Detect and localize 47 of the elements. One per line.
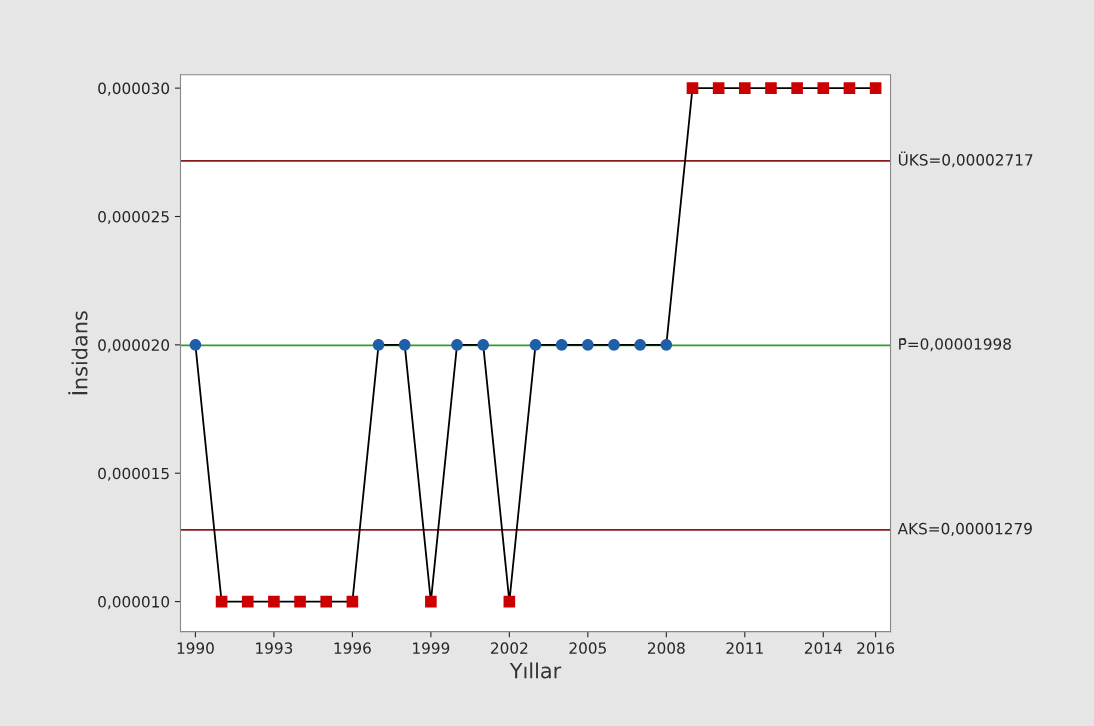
x-tick-label: 1996 xyxy=(334,642,371,654)
x-tick-label: 2008 xyxy=(648,642,685,654)
y-tick-label: 0,000030 xyxy=(98,82,170,96)
point xyxy=(425,595,437,608)
ref-line-label: P̄=0,00001998 xyxy=(899,338,1011,352)
point xyxy=(843,82,856,94)
y-tick-label: 0,000020 xyxy=(98,339,170,353)
point xyxy=(503,595,516,608)
x-tick-label: 2014 xyxy=(804,642,842,654)
x-tick-label: 2002 xyxy=(491,642,528,654)
y-tick-label: 0,000010 xyxy=(98,596,170,610)
point xyxy=(765,82,777,94)
point xyxy=(660,339,673,351)
point xyxy=(398,339,411,351)
ref-line-label: ÜKS=0,00002717 xyxy=(898,151,1033,168)
x-tick-label: 2005 xyxy=(569,642,606,654)
y-axis-title: İnsidans xyxy=(68,311,88,395)
x-tick-label: 1999 xyxy=(413,642,450,654)
point xyxy=(555,339,568,351)
point xyxy=(817,82,830,94)
point xyxy=(582,339,594,351)
point xyxy=(320,595,333,608)
point xyxy=(634,339,646,351)
x-axis-title: Yıllar xyxy=(509,662,562,679)
point xyxy=(189,339,202,351)
x-tick-label: 2016 xyxy=(857,642,895,654)
point xyxy=(268,595,280,608)
point xyxy=(608,339,620,351)
point xyxy=(477,339,489,351)
y-tick-label: 0,000025 xyxy=(98,210,169,225)
ref-line-label: AKS=0,00001279 xyxy=(897,522,1032,536)
x-tick-label: 1993 xyxy=(256,642,293,654)
y-tick-label: 0,000015 xyxy=(98,467,169,481)
point xyxy=(294,595,306,608)
point xyxy=(346,595,359,608)
point xyxy=(241,595,254,608)
point xyxy=(738,82,751,94)
point xyxy=(451,339,463,351)
point xyxy=(372,339,385,351)
point xyxy=(869,82,882,94)
point xyxy=(791,82,803,94)
x-tick-label: 2011 xyxy=(726,642,763,654)
point xyxy=(215,595,228,608)
point xyxy=(529,339,542,351)
point xyxy=(712,82,725,94)
point xyxy=(686,82,699,94)
x-tick-label: 1990 xyxy=(177,642,214,654)
